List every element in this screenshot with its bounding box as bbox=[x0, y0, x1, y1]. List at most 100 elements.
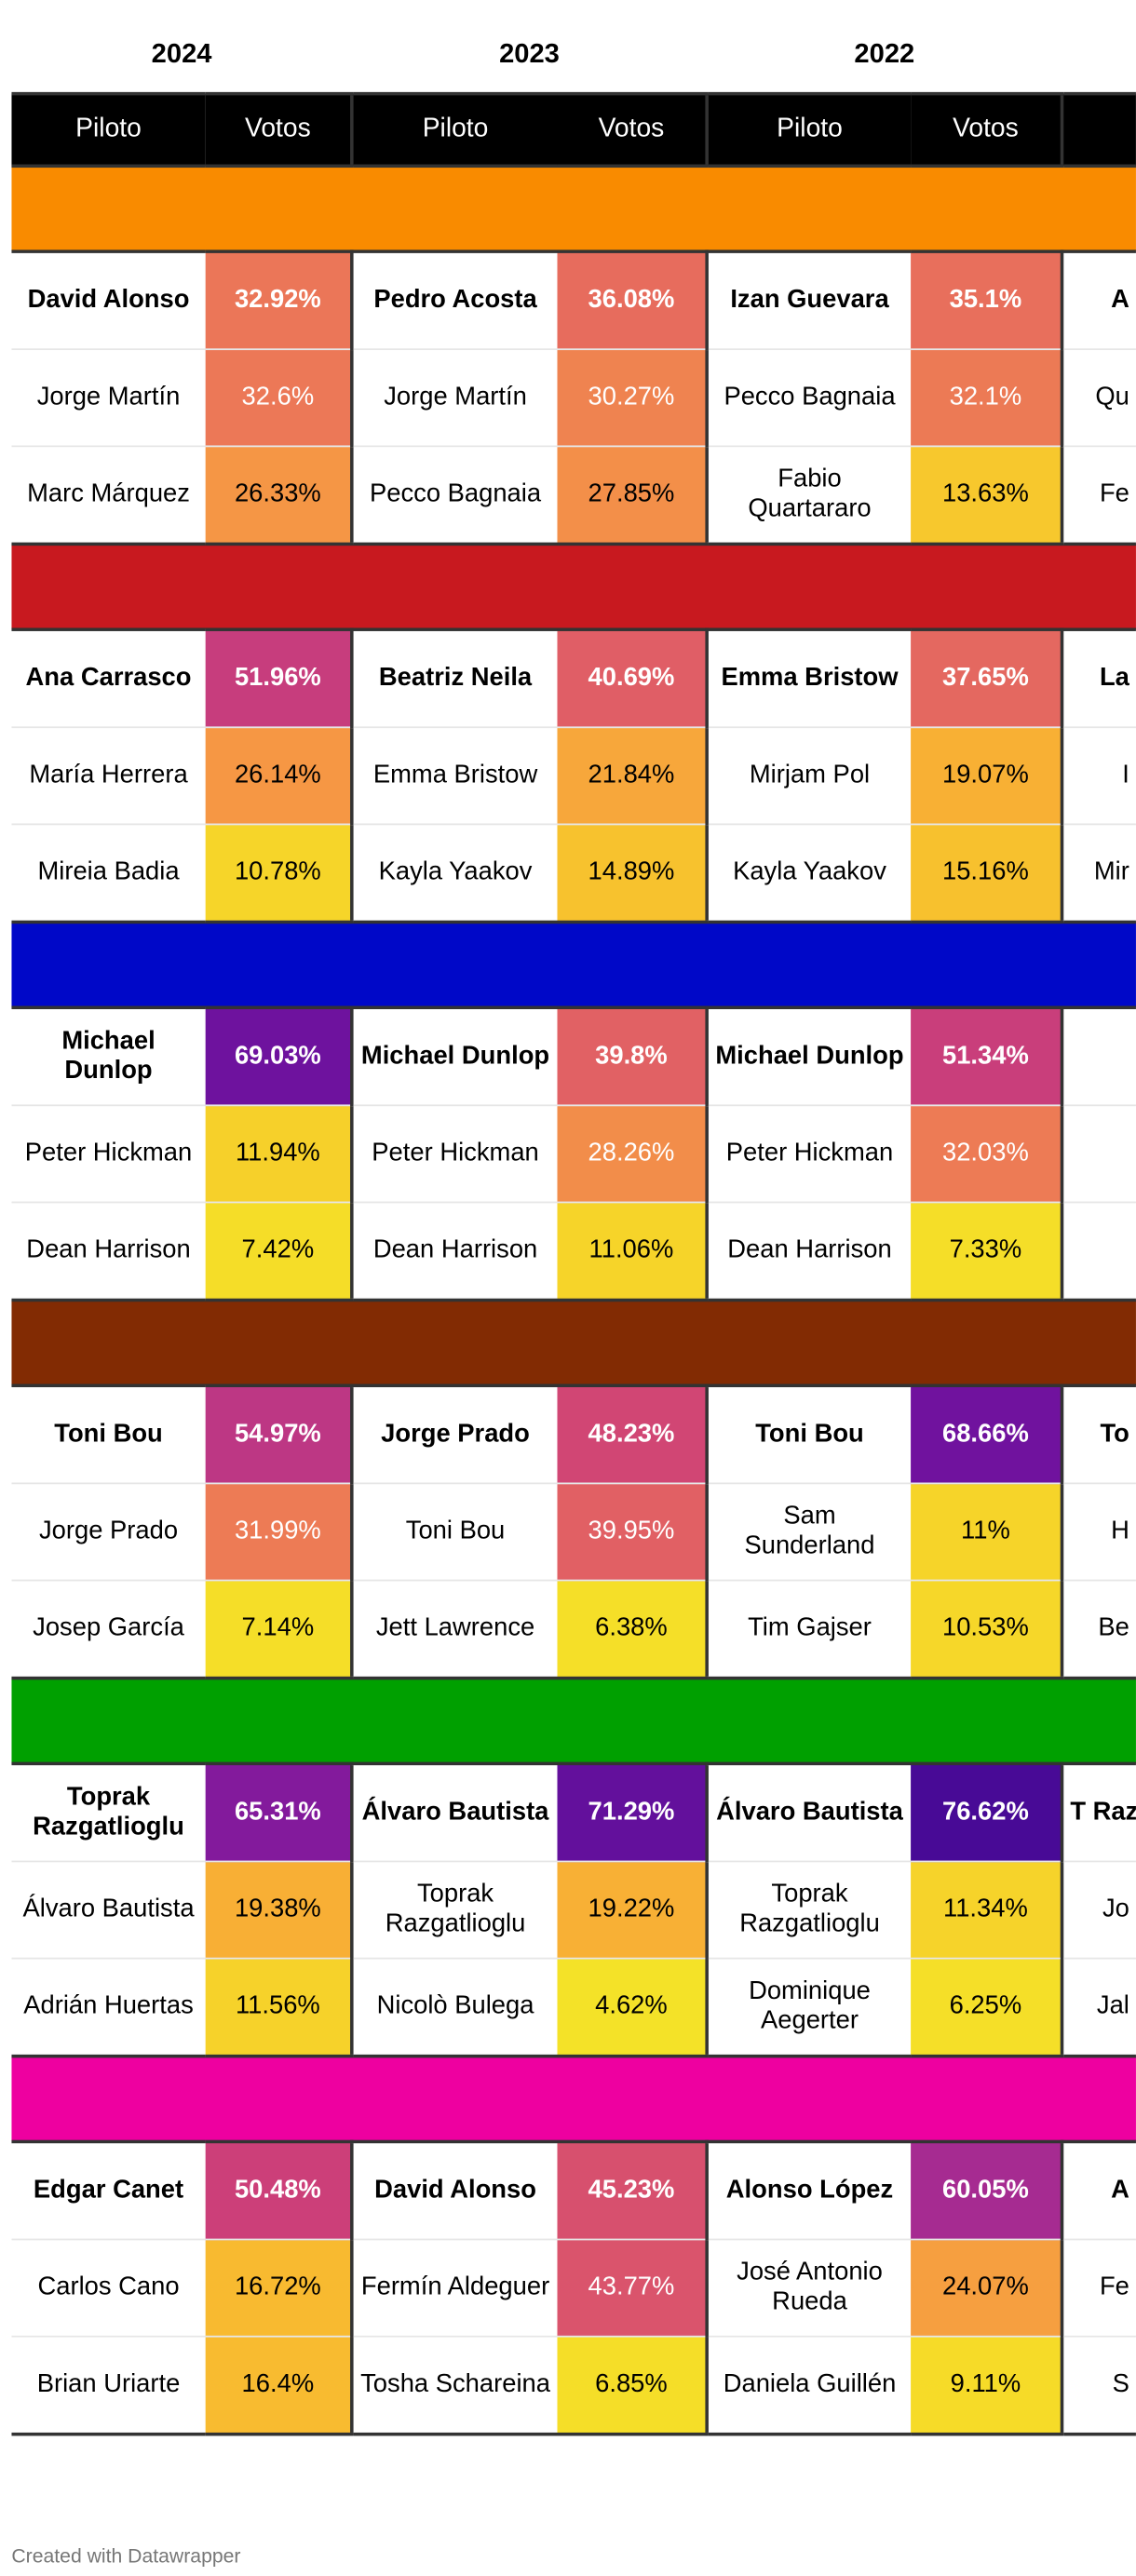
col-header-votes-2022[interactable]: Votos bbox=[911, 91, 1062, 169]
pilot-cell: Alonso López bbox=[705, 2141, 912, 2241]
pilot-cell: Toprak Razgatlioglu bbox=[350, 1861, 558, 1960]
pilot-cell: Pedro Acosta bbox=[350, 251, 558, 351]
vote-cell: 21.84% bbox=[557, 727, 708, 826]
col-header-votes-2023[interactable]: Votos bbox=[557, 91, 708, 169]
vote-cell: 37.65% bbox=[911, 629, 1062, 729]
vote-cell: 45.23% bbox=[557, 2141, 708, 2241]
table-row: Marc Márquez 26.33% Pecco Bagnaia 27.85% Fab… bbox=[11, 446, 1136, 546]
partial-pilot-cell: Fe bbox=[1060, 2239, 1136, 2338]
table-row: Edgar Canet 50.48% David Alonso 45.23% Alons… bbox=[11, 2141, 1136, 2241]
partial-pilot-cell: Jo bbox=[1060, 1861, 1136, 1960]
table-row: Álvaro Bautista 19.38% Toprak Razgatlioglu… bbox=[11, 1861, 1136, 1960]
vote-cell: 16.72% bbox=[205, 2239, 352, 2338]
vote-cell: 26.33% bbox=[205, 446, 352, 546]
vote-cell: 32.6% bbox=[205, 349, 352, 448]
pilot-cell: Dean Harrison bbox=[705, 1202, 912, 1302]
col-header-pilot-2023[interactable]: Piloto bbox=[350, 91, 558, 169]
partial-pilot-cell: T Raz bbox=[1060, 1763, 1136, 1863]
vote-cell: 68.66% bbox=[911, 1385, 1062, 1485]
pilot-cell: Carlos Cano bbox=[11, 2239, 206, 2338]
partial-pilot-cell: S bbox=[1060, 2336, 1136, 2436]
table-row: Michael Dunlop 69.03% Michael Dunlop 39.8% M… bbox=[11, 1007, 1136, 1107]
vote-cell: 7.14% bbox=[205, 1580, 352, 1680]
partial-pilot-cell: Qu bbox=[1060, 349, 1136, 448]
vote-cell: 6.25% bbox=[911, 1958, 1062, 2058]
col-header-pilot-2021-partial bbox=[1060, 91, 1136, 169]
pilot-cell: Izan Guevara bbox=[705, 251, 912, 351]
pilot-cell: Toprak Razgatlioglu bbox=[705, 1861, 912, 1960]
category-band bbox=[11, 2056, 1136, 2144]
pilot-cell: Jorge Martín bbox=[350, 349, 558, 448]
pilot-cell: Adrián Huertas bbox=[11, 1958, 206, 2058]
pilot-cell: Marc Márquez bbox=[11, 446, 206, 546]
category-band bbox=[11, 1678, 1136, 1766]
category-band-fill bbox=[11, 922, 1136, 1010]
pilot-cell: Kayla Yaakov bbox=[705, 824, 912, 924]
vote-cell: 14.89% bbox=[557, 824, 708, 924]
pilot-cell: Dean Harrison bbox=[350, 1202, 558, 1302]
vote-cell: 11.34% bbox=[911, 1861, 1062, 1960]
partial-pilot-cell: I bbox=[1060, 727, 1136, 826]
table-viewport[interactable]: 2024 2023 2022 Piloto Votos Piloto Votos… bbox=[11, 0, 1136, 2515]
pilot-cell: Kayla Yaakov bbox=[350, 824, 558, 924]
partial-pilot-cell: To bbox=[1060, 1385, 1136, 1485]
year-heading-2024: 2024 bbox=[151, 39, 212, 70]
vote-cell: 4.62% bbox=[557, 1958, 708, 2058]
vote-cell: 6.85% bbox=[557, 2336, 708, 2436]
pilot-cell: Álvaro Bautista bbox=[350, 1763, 558, 1863]
vote-cell: 39.95% bbox=[557, 1483, 708, 1582]
pilot-cell: David Alonso bbox=[350, 2141, 558, 2241]
table-row: Josep García 7.14% Jett Lawrence 6.38% Tim G… bbox=[11, 1580, 1136, 1680]
pilot-cell: Toprak Razgatlioglu bbox=[11, 1763, 206, 1863]
pilot-cell: Peter Hickman bbox=[705, 1105, 912, 1204]
category-band bbox=[11, 166, 1136, 253]
vote-cell: 28.26% bbox=[557, 1105, 708, 1204]
pilot-cell: Pecco Bagnaia bbox=[350, 446, 558, 546]
vote-cell: 40.69% bbox=[557, 629, 708, 729]
category-band-fill bbox=[11, 544, 1136, 631]
pilot-cell: Michael Dunlop bbox=[705, 1007, 912, 1107]
datawrapper-credit[interactable]: Created with Datawrapper bbox=[11, 2543, 241, 2568]
partial-pilot-cell bbox=[1060, 1202, 1136, 1302]
pilot-cell: Beatriz Neila bbox=[350, 629, 558, 729]
category-band bbox=[11, 544, 1136, 631]
partial-pilot-cell: A bbox=[1060, 251, 1136, 351]
category-band-fill bbox=[11, 166, 1136, 253]
pilot-cell: Mireia Badia bbox=[11, 824, 206, 924]
pilot-cell: María Herrera bbox=[11, 727, 206, 826]
vote-cell: 31.99% bbox=[205, 1483, 352, 1582]
vote-cell: 11.94% bbox=[205, 1105, 352, 1204]
pilot-cell: Michael Dunlop bbox=[11, 1007, 206, 1107]
pilot-cell: Nicolò Bulega bbox=[350, 1958, 558, 2058]
pilot-cell: Sam Sunderland bbox=[705, 1483, 912, 1582]
category-band bbox=[11, 922, 1136, 1010]
vote-cell: 71.29% bbox=[557, 1763, 708, 1863]
vote-cell: 27.85% bbox=[557, 446, 708, 546]
vote-cell: 32.92% bbox=[205, 251, 352, 351]
vote-cell: 48.23% bbox=[557, 1385, 708, 1485]
pilot-cell: Mirjam Pol bbox=[705, 727, 912, 826]
table-row: Toni Bou 54.97% Jorge Prado 48.23% Toni Bou 6… bbox=[11, 1385, 1136, 1485]
partial-pilot-cell: A bbox=[1060, 2141, 1136, 2241]
col-header-pilot-2024[interactable]: Piloto bbox=[11, 91, 206, 169]
col-header-pilot-2022[interactable]: Piloto bbox=[705, 91, 912, 169]
vote-cell: 7.33% bbox=[911, 1202, 1062, 1302]
vote-cell: 11.56% bbox=[205, 1958, 352, 2058]
pilot-cell: Toni Bou bbox=[11, 1385, 206, 1485]
vote-cell: 60.05% bbox=[911, 2141, 1062, 2241]
pilot-cell: Fabio Quartararo bbox=[705, 446, 912, 546]
table-row: Carlos Cano 16.72% Fermín Aldeguer 43.77% Jo… bbox=[11, 2239, 1136, 2338]
pilot-cell: Toni Bou bbox=[350, 1483, 558, 1582]
header-row: Piloto Votos Piloto Votos Piloto Votos bbox=[11, 91, 1136, 169]
vote-cell: 32.1% bbox=[911, 349, 1062, 448]
pilot-cell: Ana Carrasco bbox=[11, 629, 206, 729]
table-body: David Alonso 32.92% Pedro Acosta 36.08% Izan… bbox=[11, 166, 1136, 2436]
vote-cell: 51.96% bbox=[205, 629, 352, 729]
category-band bbox=[11, 1300, 1136, 1388]
vote-cell: 11% bbox=[911, 1483, 1062, 1582]
col-header-votes-2024[interactable]: Votos bbox=[205, 91, 352, 169]
vote-cell: 36.08% bbox=[557, 251, 708, 351]
pilot-cell: Pecco Bagnaia bbox=[705, 349, 912, 448]
vote-cell: 6.38% bbox=[557, 1580, 708, 1680]
vote-cell: 24.07% bbox=[911, 2239, 1062, 2338]
